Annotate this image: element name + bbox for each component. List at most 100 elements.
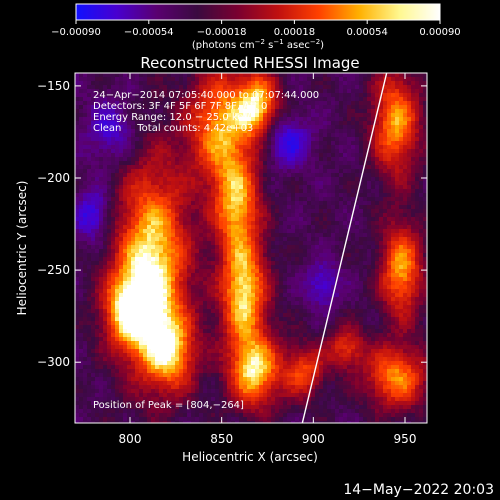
heatmap-cell	[215, 281, 220, 286]
heatmap-cell	[195, 233, 200, 238]
heatmap-cell	[139, 241, 144, 246]
heatmap-cell	[111, 241, 116, 246]
heatmap-cell	[159, 129, 164, 134]
heatmap-cell	[183, 353, 188, 358]
heatmap-cell	[115, 393, 120, 398]
heatmap-cell	[115, 241, 120, 246]
heatmap-cell	[163, 105, 168, 110]
heatmap-cell	[151, 249, 156, 254]
heatmap-cell	[279, 413, 284, 418]
heatmap-cell	[231, 205, 236, 210]
heatmap-cell	[95, 369, 100, 374]
heatmap-cell	[155, 181, 160, 186]
heatmap-cell	[147, 221, 152, 226]
heatmap-cell	[99, 77, 104, 82]
heatmap-cell	[251, 301, 256, 306]
heatmap-cell	[275, 213, 280, 218]
heatmap-cell	[171, 225, 176, 230]
heatmap-cell	[107, 197, 112, 202]
heatmap-cell	[227, 89, 232, 94]
heatmap-cell	[283, 317, 288, 322]
heatmap-cell	[207, 77, 212, 82]
heatmap-cell	[127, 305, 132, 310]
heatmap-cell	[291, 353, 296, 358]
heatmap-cell	[155, 345, 160, 350]
heatmap-cell	[227, 213, 232, 218]
heatmap-cell	[283, 309, 288, 314]
heatmap-cell	[119, 277, 124, 282]
heatmap-cell	[83, 133, 88, 138]
heatmap-cell	[251, 373, 256, 378]
heatmap-cell	[251, 293, 256, 298]
heatmap-cell	[151, 261, 156, 266]
heatmap-cell	[179, 353, 184, 358]
heatmap-cell	[119, 77, 124, 82]
heatmap-cell	[123, 421, 128, 423]
heatmap-cell	[255, 213, 260, 218]
heatmap-cell	[239, 345, 244, 350]
heatmap-cell	[251, 189, 256, 194]
heatmap-cell	[143, 157, 148, 162]
heatmap-cell	[159, 225, 164, 230]
heatmap-cell	[271, 361, 276, 366]
heatmap-cell	[155, 317, 160, 322]
heatmap-cell	[299, 93, 304, 98]
heatmap-cell	[127, 133, 132, 138]
heatmap-cell	[115, 249, 120, 254]
heatmap-cell	[103, 85, 108, 90]
heatmap-cell	[155, 213, 160, 218]
heatmap-cell	[239, 169, 244, 174]
heatmap-cell	[199, 421, 204, 423]
heatmap-cell	[79, 345, 84, 350]
colorbar-tick-label: 0.00018	[274, 27, 315, 38]
heatmap-cell	[191, 205, 196, 210]
heatmap-cell	[239, 181, 244, 186]
heatmap-cell	[143, 261, 148, 266]
heatmap-cell	[291, 153, 296, 158]
heatmap-cell	[187, 233, 192, 238]
heatmap-cell	[247, 73, 252, 78]
heatmap-cell	[179, 389, 184, 394]
heatmap-cell	[87, 317, 92, 322]
heatmap-cell	[235, 261, 240, 266]
heatmap-cell	[295, 317, 300, 322]
heatmap-cell	[107, 337, 112, 342]
heatmap-cell	[79, 381, 84, 386]
heatmap-cell	[291, 409, 296, 414]
heatmap-cell	[91, 181, 96, 186]
heatmap-cell	[119, 357, 124, 362]
heatmap-cell	[83, 225, 88, 230]
heatmap-cell	[191, 253, 196, 258]
heatmap-cell	[107, 385, 112, 390]
heatmap-cell	[295, 209, 300, 214]
heatmap-cell	[115, 377, 120, 382]
heatmap-cell	[87, 237, 92, 242]
heatmap-cell	[171, 405, 176, 410]
heatmap-cell	[279, 201, 284, 206]
heatmap-cell	[295, 321, 300, 326]
heatmap-cell	[83, 213, 88, 218]
heatmap-cell	[195, 305, 200, 310]
heatmap-cell	[179, 181, 184, 186]
heatmap-cell	[259, 249, 264, 254]
heatmap-cell	[267, 365, 272, 370]
heatmap-cell	[83, 173, 88, 178]
heatmap-cell	[107, 265, 112, 270]
heatmap-cell	[155, 329, 160, 334]
heatmap-cell	[143, 189, 148, 194]
heatmap-cell	[259, 157, 264, 162]
heatmap-cell	[171, 193, 176, 198]
heatmap-cell	[239, 173, 244, 178]
heatmap-cell	[259, 405, 264, 410]
heatmap-cell	[147, 129, 152, 134]
heatmap-cell	[103, 369, 108, 374]
heatmap-cell	[275, 81, 280, 86]
heatmap-cell	[151, 141, 156, 146]
heatmap-cell	[211, 405, 216, 410]
heatmap-cell	[131, 301, 136, 306]
heatmap-cell	[139, 321, 144, 326]
heatmap-cell	[115, 405, 120, 410]
heatmap-cell	[87, 189, 92, 194]
heatmap-cell	[99, 293, 104, 298]
heatmap-cell	[107, 361, 112, 366]
